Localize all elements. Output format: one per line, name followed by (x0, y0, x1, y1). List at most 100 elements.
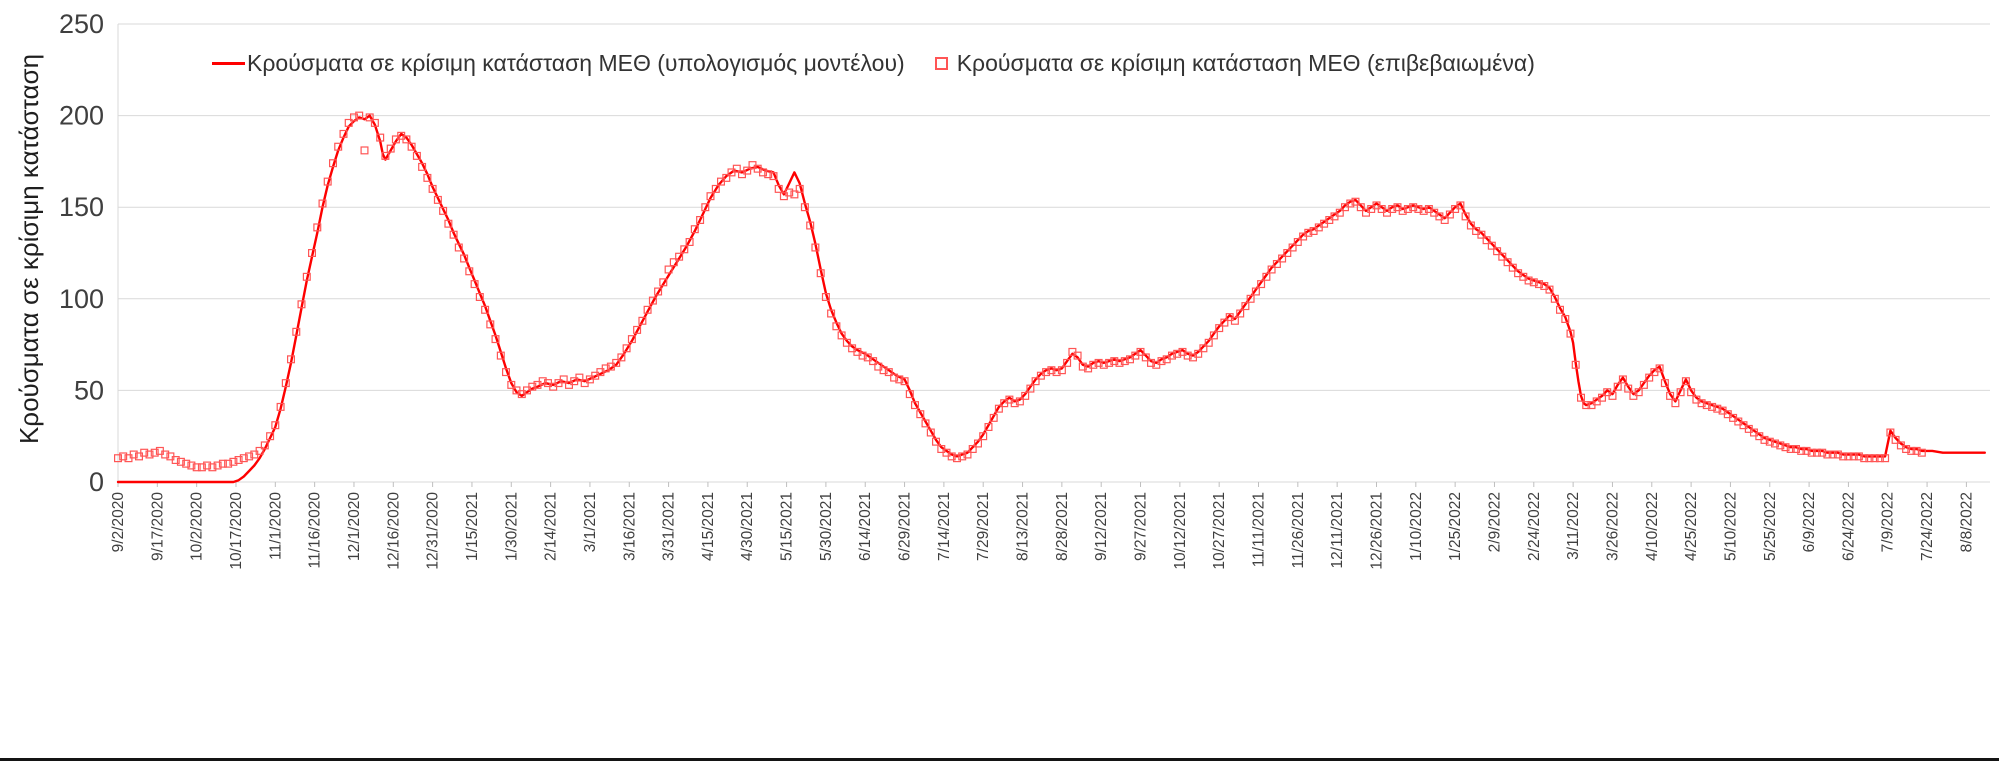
page-bottom-border (0, 758, 1999, 761)
confirmed-point (1183, 351, 1192, 360)
confirmed-point (758, 168, 767, 177)
confirmed-point (1765, 437, 1774, 446)
confirmed-point (318, 199, 327, 208)
x-tick-label: 11/16/2020 (307, 492, 324, 569)
confirmed-point (1555, 305, 1564, 314)
confirmed-point (1529, 278, 1538, 287)
confirmed-point (890, 373, 899, 382)
confirmed-point (119, 452, 128, 461)
confirmed-point (208, 463, 217, 472)
confirmed-point (1666, 391, 1675, 400)
confirmed-point (129, 450, 138, 459)
confirmed-point (842, 338, 851, 347)
confirmed-point (260, 441, 269, 450)
confirmed-point (984, 423, 993, 432)
confirmed-point (1860, 454, 1869, 463)
confirmed-point (1440, 216, 1449, 225)
x-tick-label: 6/24/2022 (1840, 492, 1857, 561)
confirmed-point (769, 172, 778, 181)
confirmed-point (648, 296, 657, 305)
confirmed-point (1262, 272, 1271, 281)
confirmed-point (292, 327, 301, 336)
confirmed-point (407, 142, 416, 151)
confirmed-point (1545, 285, 1554, 294)
confirmed-point (1891, 435, 1900, 444)
confirmed-point (963, 450, 972, 459)
confirmed-point (973, 439, 982, 448)
confirmed-point (1267, 265, 1276, 274)
confirmed-point (575, 373, 584, 382)
confirmed-point (1854, 452, 1863, 461)
confirmed-point (1571, 360, 1580, 369)
confirmed-point (1010, 399, 1019, 408)
confirmed-point (402, 135, 411, 144)
y-tick-label: 200 (59, 101, 104, 131)
confirmed-point (281, 379, 290, 388)
confirmed-point (355, 111, 364, 120)
confirmed-point (1288, 243, 1297, 252)
confirmed-point (1524, 276, 1533, 285)
x-tick-label: 9/17/2020 (149, 492, 166, 561)
confirmed-point (1241, 302, 1250, 311)
confirmed-point (643, 305, 652, 314)
legend-label-model: Κρούσματα σε κρίσιμη κατάσταση ΜΕΘ (υπολ… (247, 50, 905, 76)
confirmed-point (245, 452, 254, 461)
y-axis-title: Κρούσματα σε κρίσιμη κατάσταση (14, 53, 44, 445)
x-tick-label: 1/25/2022 (1447, 492, 1464, 561)
x-tick-label: 8/28/2021 (1054, 492, 1071, 561)
confirmed-point (1356, 203, 1365, 212)
confirmed-point (1351, 197, 1360, 206)
x-tick-label: 5/10/2022 (1722, 492, 1739, 561)
confirmed-point (266, 432, 275, 441)
confirmed-point (1230, 316, 1239, 325)
x-tick-label: 1/10/2022 (1408, 492, 1425, 561)
confirmed-point (313, 223, 322, 232)
confirmed-point (187, 461, 196, 470)
confirmed-point (502, 368, 511, 377)
confirmed-point (1881, 454, 1890, 463)
confirmed-point (1026, 384, 1035, 393)
confirmed-point (1167, 351, 1176, 360)
x-tick-label: 7/14/2021 (936, 492, 953, 561)
confirmed-point (1403, 205, 1412, 214)
confirmed-point (1477, 230, 1486, 239)
confirmed-point (1089, 360, 1098, 369)
confirmed-point (507, 380, 516, 389)
x-tick-label: 11/1/2020 (267, 492, 284, 560)
confirmed-point (1146, 358, 1155, 367)
confirmed-point (1907, 446, 1916, 455)
x-tick-label: 3/31/2021 (661, 492, 678, 561)
confirmed-point (470, 280, 479, 289)
x-tick-label: 9/2/2020 (110, 492, 127, 553)
confirmed-point (690, 225, 699, 234)
confirmed-points (113, 111, 1926, 472)
confirmed-point (701, 203, 710, 212)
confirmed-point (722, 173, 731, 182)
confirmed-point (921, 419, 930, 428)
confirmed-point (869, 357, 878, 366)
confirmed-point (192, 463, 201, 472)
x-tick-label: 2/9/2022 (1486, 492, 1503, 552)
x-tick-label: 4/25/2022 (1683, 492, 1700, 561)
confirmed-point (1597, 393, 1606, 402)
confirmed-point (113, 454, 122, 463)
confirmed-point (947, 452, 956, 461)
confirmed-point (1833, 450, 1842, 459)
confirmed-point (1818, 448, 1827, 457)
confirmed-point (1671, 399, 1680, 408)
confirmed-point (1136, 347, 1145, 356)
confirmed-point (764, 170, 773, 179)
confirmed-point (1466, 221, 1475, 230)
confirmed-point (979, 432, 988, 441)
confirmed-point (952, 454, 961, 463)
confirmed-point (1199, 344, 1208, 353)
legend-item-model: Κρούσματα σε κρίσιμη κατάσταση ΜΕΘ (υπολ… (212, 50, 905, 77)
confirmed-point (958, 452, 967, 461)
legend-label-confirmed: Κρούσματα σε κρίσιμη κατάσταση ΜΕΘ (επιβ… (956, 50, 1535, 76)
x-tick-labels: 9/2/2020 9/17/2020 10/2/2020 10/17/2020 11/1… (110, 482, 1975, 570)
confirmed-point (1702, 401, 1711, 410)
x-tick-label: 1/15/2021 (464, 492, 481, 561)
legend-item-confirmed: Κρούσματα σε κρίσιμη κατάσταση ΜΕΘ (επιβ… (934, 50, 1535, 77)
